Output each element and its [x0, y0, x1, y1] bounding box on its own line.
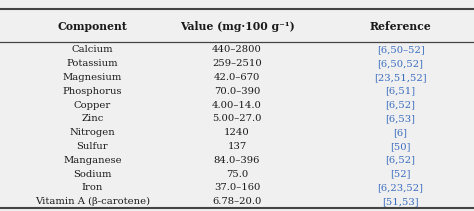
Text: Manganese: Manganese — [63, 156, 122, 165]
Text: [6,52]: [6,52] — [385, 100, 416, 110]
Text: 42.0–670: 42.0–670 — [214, 73, 260, 82]
Text: Sodium: Sodium — [73, 169, 112, 179]
Text: [6,51]: [6,51] — [385, 87, 416, 96]
Text: Vitamin A (β-carotene): Vitamin A (β-carotene) — [35, 197, 150, 206]
Text: 440–2800: 440–2800 — [212, 45, 262, 54]
Text: [6]: [6] — [393, 128, 408, 137]
Text: 5.00–27.0: 5.00–27.0 — [212, 114, 262, 123]
Text: [6,50,52]: [6,50,52] — [377, 59, 424, 68]
Text: Sulfur: Sulfur — [77, 142, 108, 151]
Text: Potassium: Potassium — [67, 59, 118, 68]
Text: 4.00–14.0: 4.00–14.0 — [212, 100, 262, 110]
Text: 6.78–20.0: 6.78–20.0 — [212, 197, 262, 206]
Text: Phosphorus: Phosphorus — [63, 87, 122, 96]
Text: [50]: [50] — [390, 142, 411, 151]
Text: 70.0–390: 70.0–390 — [214, 87, 260, 96]
Text: [51,53]: [51,53] — [382, 197, 419, 206]
Text: Component: Component — [57, 21, 128, 32]
Text: [52]: [52] — [390, 169, 411, 179]
Text: [6,50–52]: [6,50–52] — [377, 45, 424, 54]
Text: Nitrogen: Nitrogen — [70, 128, 115, 137]
Text: 137: 137 — [228, 142, 246, 151]
Text: [23,51,52]: [23,51,52] — [374, 73, 427, 82]
Text: Value (mg·100 g⁻¹): Value (mg·100 g⁻¹) — [180, 21, 294, 32]
Text: 259–2510: 259–2510 — [212, 59, 262, 68]
Text: Iron: Iron — [82, 183, 103, 192]
Text: Copper: Copper — [74, 100, 111, 110]
Text: [6,52]: [6,52] — [385, 156, 416, 165]
Text: 37.0–160: 37.0–160 — [214, 183, 260, 192]
Text: Reference: Reference — [370, 21, 431, 32]
Text: 84.0–396: 84.0–396 — [214, 156, 260, 165]
Text: Calcium: Calcium — [72, 45, 113, 54]
Text: 1240: 1240 — [224, 128, 250, 137]
Text: Magnesium: Magnesium — [63, 73, 122, 82]
Text: Zinc: Zinc — [81, 114, 104, 123]
Text: [6,53]: [6,53] — [385, 114, 416, 123]
Text: [6,23,52]: [6,23,52] — [377, 183, 424, 192]
Text: 75.0: 75.0 — [226, 169, 248, 179]
